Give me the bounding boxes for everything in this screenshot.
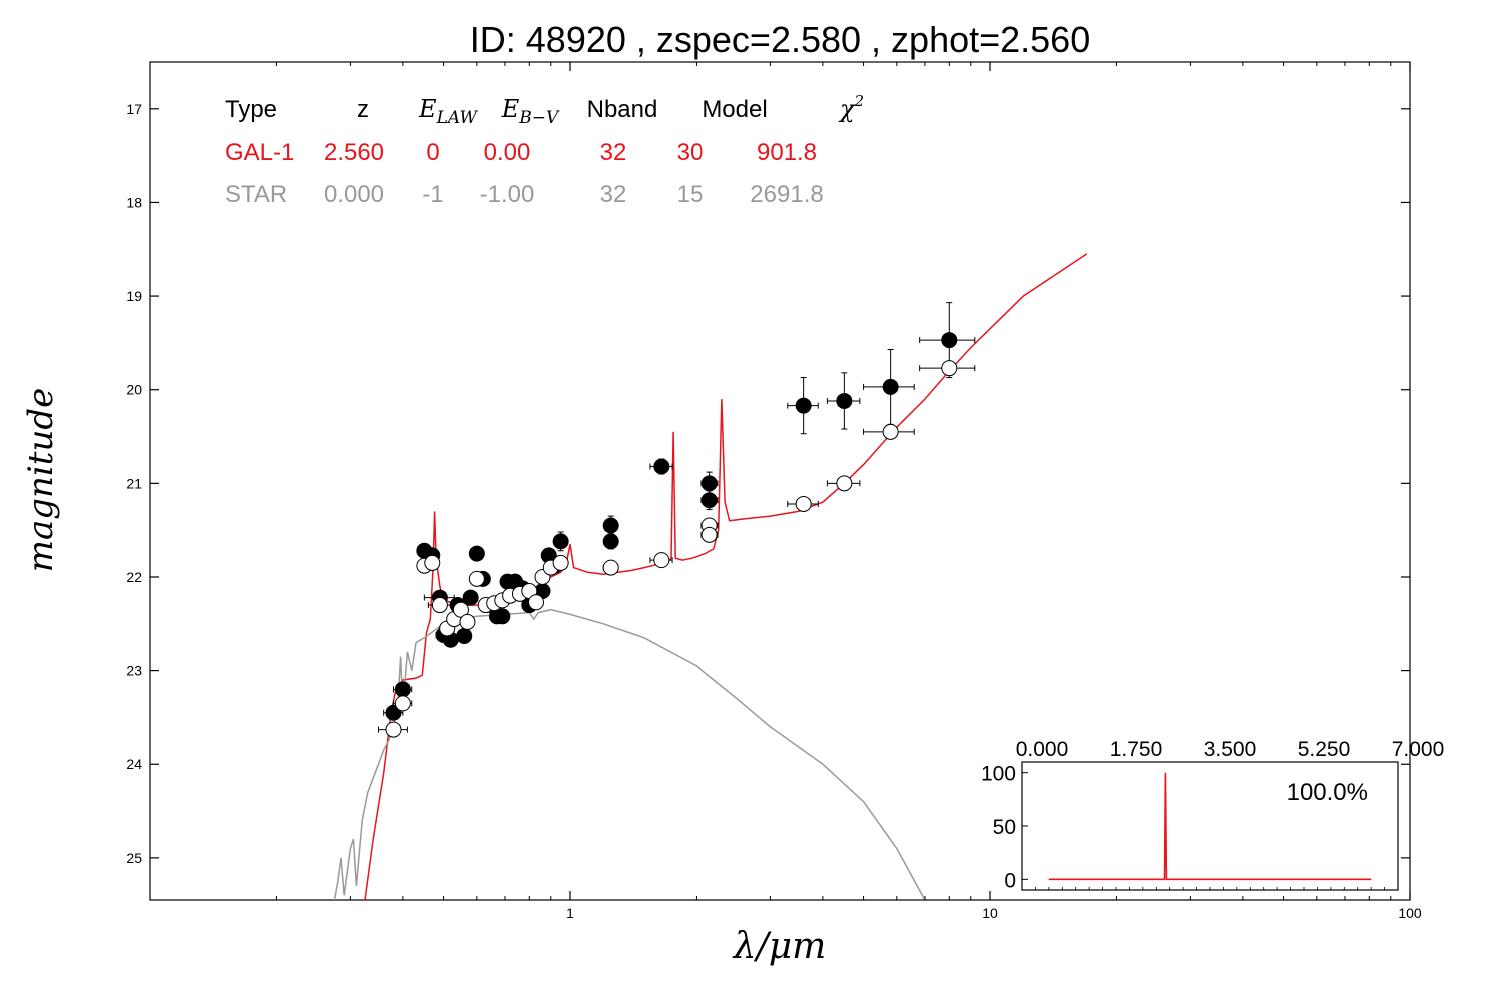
fit-row-star-cell: 0.000 bbox=[324, 181, 384, 208]
fit-header-elaw: ELAW bbox=[418, 95, 478, 128]
fit-header-z: z bbox=[357, 96, 369, 123]
model-point bbox=[394, 695, 411, 712]
x-axis: 1 10 100 bbox=[275, 62, 1422, 921]
y-tick-label: 18 bbox=[126, 194, 142, 210]
inset-y-tick-label: 0 bbox=[1004, 869, 1016, 892]
model-point bbox=[459, 613, 476, 630]
observed-point bbox=[795, 397, 812, 414]
y-axis-label: magnitude bbox=[21, 388, 61, 573]
fit-row-star-cell: -1.00 bbox=[480, 181, 535, 208]
fit-row-gal-1-cell: 0.00 bbox=[484, 139, 531, 166]
galaxy-model-curve bbox=[364, 253, 1088, 900]
fit-row-gal-1-cell: GAL-1 bbox=[225, 139, 294, 166]
observed-point bbox=[602, 533, 619, 550]
model-point bbox=[385, 721, 402, 738]
observed-point bbox=[394, 681, 411, 698]
inset-x-tick-label: 0.000 bbox=[1016, 738, 1069, 761]
model-point bbox=[424, 554, 441, 571]
y-tick-label: 22 bbox=[126, 569, 142, 585]
model-point bbox=[882, 423, 899, 440]
fit-row-star-cell: 32 bbox=[600, 181, 627, 208]
model-point bbox=[602, 559, 619, 576]
observed-point bbox=[653, 458, 670, 475]
fit-table: Type z ELAW EB−V Nband Model χ2 GAL-1 2.560 0 0.00… bbox=[225, 92, 864, 208]
fit-header-type: Type bbox=[225, 96, 277, 123]
fit-header-model: Model bbox=[702, 96, 767, 123]
model-point bbox=[468, 570, 485, 587]
model-point bbox=[701, 526, 718, 543]
inset-x-tick-label: 1.750 bbox=[1110, 738, 1163, 761]
observed-point bbox=[701, 492, 718, 509]
x-tick-label: 1 bbox=[566, 905, 574, 921]
observed-point bbox=[701, 475, 718, 492]
fit-header-nband: Nband bbox=[587, 96, 658, 123]
y-tick-label: 17 bbox=[126, 101, 142, 117]
y-tick-label: 23 bbox=[126, 663, 142, 679]
y-tick-label: 21 bbox=[126, 475, 142, 491]
y-tick-label: 19 bbox=[126, 288, 142, 304]
fit-row-gal-1-cell: 901.8 bbox=[757, 139, 817, 166]
fit-row-gal-1-cell: 32 bbox=[600, 139, 627, 166]
observed-point bbox=[456, 627, 473, 644]
y-tick-label: 25 bbox=[126, 850, 142, 866]
model-point bbox=[431, 597, 448, 614]
fit-row-star-cell: 2691.8 bbox=[750, 181, 823, 208]
model-point bbox=[452, 601, 469, 618]
fit-row-star-cell: STAR bbox=[225, 181, 287, 208]
fit-row-gal-1-cell: 2.560 bbox=[324, 139, 384, 166]
inset-probability-label: 100.0% bbox=[1287, 779, 1368, 806]
inset-pdf-curve bbox=[1048, 772, 1372, 881]
inset-y-tick-label: 50 bbox=[993, 816, 1016, 839]
y-tick-label: 20 bbox=[126, 382, 142, 398]
model-point bbox=[653, 552, 670, 569]
fit-row-gal-1-cell: 0 bbox=[426, 139, 439, 166]
x-tick-label: 100 bbox=[1398, 905, 1422, 921]
y-tick-label: 24 bbox=[126, 756, 142, 772]
observed-point bbox=[602, 517, 619, 534]
model-point bbox=[528, 594, 545, 611]
fit-row-star-cell: 15 bbox=[677, 181, 704, 208]
y-axis: 17 18 19 20 21 22 23 24 25 bbox=[126, 101, 1410, 866]
observed-point bbox=[494, 608, 511, 625]
model-points bbox=[378, 360, 976, 738]
inset-x-tick-label: 3.500 bbox=[1204, 738, 1257, 761]
fit-row-gal-1-cell: 30 bbox=[677, 139, 704, 166]
observed-point bbox=[552, 533, 569, 550]
observed-points bbox=[383, 302, 976, 721]
redshift-pdf-inset: 0.000 1.750 3.500 5.250 7.000 0 50 100 100.0% bbox=[981, 738, 1444, 892]
inset-x-tick-label: 5.250 bbox=[1298, 738, 1351, 761]
model-point bbox=[552, 554, 569, 571]
model-point bbox=[836, 475, 853, 492]
model-point bbox=[941, 360, 958, 377]
fit-header-chi2: χ2 bbox=[838, 92, 864, 123]
plot-frame bbox=[149, 61, 1411, 901]
fit-row-star-cell: -1 bbox=[422, 181, 443, 208]
x-axis-label: λ/μm bbox=[732, 926, 826, 967]
x-tick-label: 10 bbox=[982, 905, 998, 921]
inset-x-tick-label: 7.000 bbox=[1392, 738, 1445, 761]
observed-point bbox=[882, 378, 899, 395]
inset-y-tick-label: 100 bbox=[981, 763, 1016, 786]
observed-point bbox=[468, 545, 485, 562]
star-model-curve bbox=[333, 608, 926, 900]
observed-point bbox=[836, 392, 853, 409]
fit-header-ebv: EB−V bbox=[501, 95, 560, 128]
chart-title: ID: 48920 , zspec=2.580 , zphot=2.560 bbox=[470, 19, 1090, 60]
observed-point bbox=[941, 332, 958, 349]
model-point bbox=[795, 495, 812, 512]
observed-point bbox=[462, 589, 479, 606]
